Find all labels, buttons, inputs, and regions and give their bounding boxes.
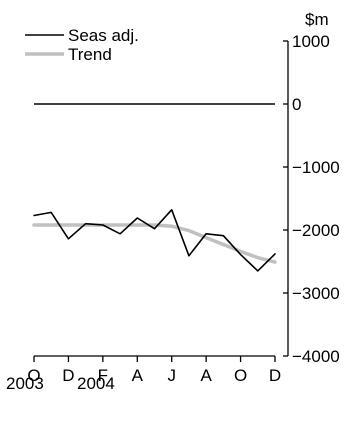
y-axis-unit-label: $m [305,10,329,29]
legend-label-trend: Trend [68,45,112,64]
y-axis-ticks: 1000 0 −1000 −2000 −3000 −4000 [283,32,340,366]
x-year-label-2003: 2003 [6,374,44,393]
x-tick-label: O [234,366,247,385]
x-tick-label: D [269,366,281,385]
x-tick-label: O [27,366,40,385]
legend-label-seas-adj: Seas adj. [68,26,139,45]
x-tick-label: A [200,366,212,385]
series-line-trend [32,223,277,264]
y-tick-label: −3000 [292,284,340,303]
x-tick-label: A [132,366,144,385]
series-line-seas-adj [33,209,276,272]
y-tick-label: 0 [292,95,301,114]
y-tick-label: 1000 [292,32,330,51]
x-year-label-2004: 2004 [77,374,115,393]
legend: Seas adj. Trend [25,26,139,64]
x-tick-label: F [98,366,108,385]
x-tick-label: J [167,366,176,385]
series-layer [32,209,277,272]
y-tick-label: −4000 [292,347,340,366]
y-tick-label: −2000 [292,221,340,240]
y-tick-label: −1000 [292,158,340,177]
x-tick-label: D [62,366,74,385]
